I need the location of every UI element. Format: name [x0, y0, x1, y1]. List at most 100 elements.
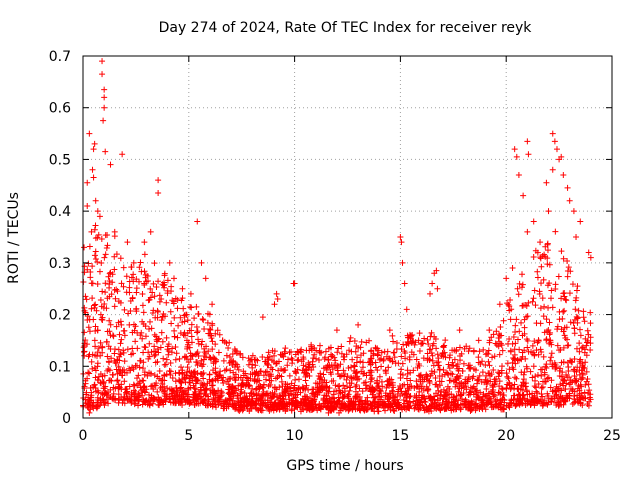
data-point [479, 401, 486, 408]
data-point [92, 385, 99, 392]
data-point [101, 254, 108, 261]
data-point [523, 313, 530, 320]
data-point [117, 368, 124, 375]
data-point [246, 382, 253, 389]
data-point [537, 320, 544, 327]
data-point [463, 343, 470, 350]
data-point [106, 328, 113, 335]
data-point [553, 399, 560, 406]
data-point [114, 377, 121, 384]
data-point [567, 319, 574, 326]
data-point [290, 387, 297, 394]
y-axis-label: ROTI / TECUs [6, 192, 22, 284]
data-point [193, 303, 200, 310]
data-point [358, 368, 365, 375]
data-point [511, 356, 518, 363]
data-point [570, 208, 577, 215]
data-point [513, 153, 520, 160]
data-point [452, 396, 459, 403]
data-point [100, 380, 107, 387]
data-point [410, 367, 417, 374]
data-point [163, 356, 170, 363]
data-point [349, 356, 356, 363]
data-point [429, 342, 436, 349]
data-point [576, 348, 583, 355]
data-point [161, 272, 168, 279]
data-point [142, 389, 149, 396]
data-point [397, 392, 404, 399]
data-point [443, 398, 450, 405]
data-point [524, 344, 531, 351]
data-point [293, 369, 300, 376]
data-point [530, 295, 537, 302]
data-point [88, 228, 95, 235]
data-point [433, 267, 440, 274]
data-point [408, 349, 415, 356]
data-point [428, 368, 435, 375]
data-point [447, 377, 454, 384]
data-point [541, 371, 548, 378]
data-point [587, 347, 594, 354]
data-point [252, 386, 259, 393]
data-point [341, 400, 348, 407]
data-point [229, 383, 236, 390]
data-point [132, 338, 139, 345]
data-point [419, 402, 426, 409]
data-point [398, 388, 405, 395]
data-point [372, 345, 379, 352]
data-point [187, 303, 194, 310]
data-point [94, 353, 101, 360]
data-point [187, 350, 194, 357]
data-point [84, 375, 91, 382]
data-point [421, 335, 428, 342]
data-point [584, 327, 591, 334]
data-point [300, 362, 307, 369]
data-point [311, 344, 318, 351]
data-point [200, 356, 207, 363]
data-point [346, 338, 353, 345]
data-point [529, 342, 536, 349]
data-point [198, 341, 205, 348]
data-point [188, 339, 195, 346]
data-point [385, 393, 392, 400]
data-point [101, 94, 108, 101]
data-point [368, 369, 375, 376]
data-point [191, 315, 198, 322]
data-point [564, 374, 571, 381]
data-point [563, 324, 570, 331]
data-point [273, 290, 280, 297]
data-point [515, 291, 522, 298]
data-point [353, 368, 360, 375]
data-point [390, 349, 397, 356]
data-point [460, 360, 467, 367]
data-point [579, 344, 586, 351]
data-point [141, 343, 148, 350]
data-point [483, 385, 490, 392]
data-point [518, 284, 525, 291]
data-point [558, 248, 565, 255]
data-point [497, 324, 504, 331]
data-point [561, 293, 568, 300]
data-point [91, 381, 98, 388]
data-point [564, 359, 571, 366]
data-point [151, 260, 158, 267]
data-point [422, 399, 429, 406]
data-point [226, 339, 233, 346]
data-point [537, 305, 544, 312]
data-point [451, 356, 458, 363]
data-point [530, 363, 537, 370]
data-point [329, 396, 336, 403]
data-point [376, 356, 383, 363]
data-point [374, 408, 381, 415]
data-point [367, 400, 374, 407]
data-point [234, 361, 241, 368]
data-point [114, 377, 121, 384]
data-point [188, 304, 195, 311]
data-point [569, 387, 576, 394]
data-point [253, 392, 260, 399]
data-point [279, 351, 286, 358]
data-point [330, 377, 337, 384]
data-point [510, 354, 517, 361]
data-point [299, 405, 306, 412]
data-point [559, 369, 566, 376]
